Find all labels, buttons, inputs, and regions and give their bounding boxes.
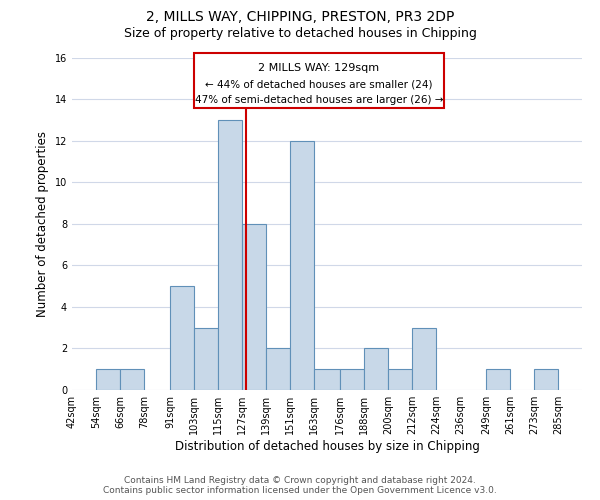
Bar xyxy=(340,369,364,390)
Bar xyxy=(364,348,388,390)
Bar xyxy=(290,140,314,390)
X-axis label: Distribution of detached houses by size in Chipping: Distribution of detached houses by size … xyxy=(175,440,479,453)
Bar xyxy=(388,369,412,390)
Bar xyxy=(218,120,242,390)
Text: 2, MILLS WAY, CHIPPING, PRESTON, PR3 2DP: 2, MILLS WAY, CHIPPING, PRESTON, PR3 2DP xyxy=(146,10,454,24)
Text: Size of property relative to detached houses in Chipping: Size of property relative to detached ho… xyxy=(124,28,476,40)
Bar xyxy=(314,369,340,390)
Bar xyxy=(96,369,120,390)
Bar xyxy=(534,369,558,390)
Bar xyxy=(266,348,290,390)
Bar xyxy=(120,369,144,390)
Text: 47% of semi-detached houses are larger (26) →: 47% of semi-detached houses are larger (… xyxy=(195,95,443,105)
Bar xyxy=(412,328,436,390)
Bar xyxy=(486,369,510,390)
Bar xyxy=(194,328,218,390)
Bar xyxy=(242,224,266,390)
Y-axis label: Number of detached properties: Number of detached properties xyxy=(36,130,49,317)
Bar xyxy=(170,286,194,390)
Text: Contains HM Land Registry data © Crown copyright and database right 2024.
Contai: Contains HM Land Registry data © Crown c… xyxy=(103,476,497,495)
Text: 2 MILLS WAY: 129sqm: 2 MILLS WAY: 129sqm xyxy=(259,62,380,72)
FancyBboxPatch shape xyxy=(194,54,444,108)
Text: ← 44% of detached houses are smaller (24): ← 44% of detached houses are smaller (24… xyxy=(205,80,433,90)
